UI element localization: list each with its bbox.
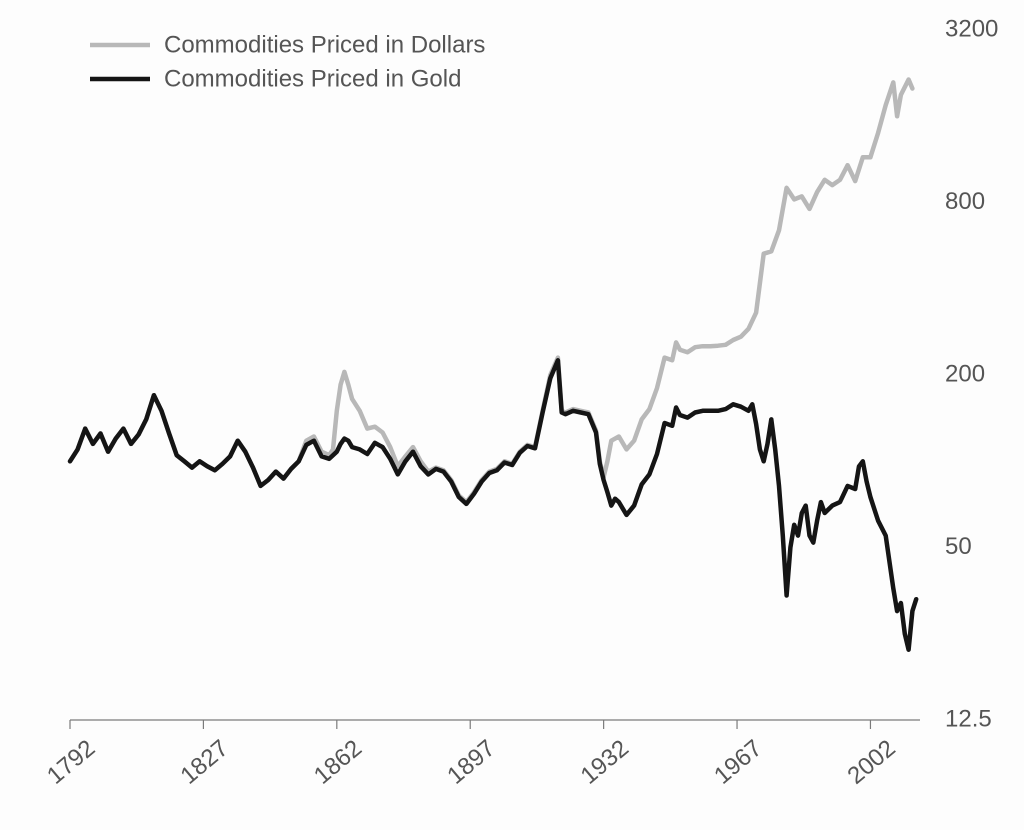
y-tick-label: 12.5	[945, 705, 992, 732]
legend-label-gold: Commodities Priced in Gold	[164, 65, 461, 92]
legend-label-dollars: Commodities Priced in Dollars	[164, 31, 485, 58]
y-tick-label: 800	[945, 188, 985, 215]
chart-background	[0, 0, 1024, 830]
y-tick-label: 3200	[945, 15, 998, 42]
commodities-chart: 179218271862189719321967200212.550200800…	[0, 0, 1024, 830]
y-tick-label: 200	[945, 360, 985, 387]
y-tick-label: 50	[945, 533, 972, 560]
chart-svg: 179218271862189719321967200212.550200800…	[0, 0, 1024, 830]
